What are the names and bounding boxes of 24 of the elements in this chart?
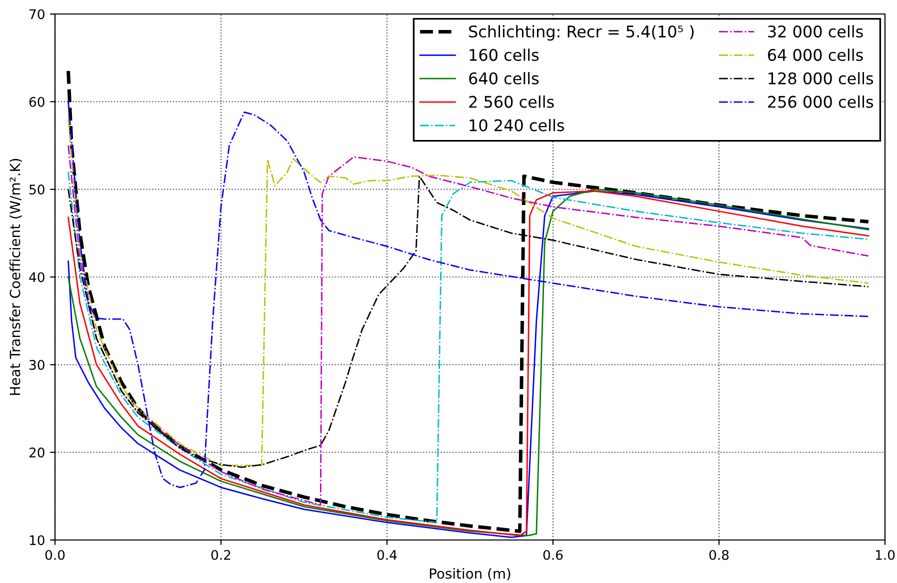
legend-label: 10 240 cells <box>470 118 564 132</box>
y-axis-title: Heat Transfer Coefficient (W/m².K) <box>9 158 22 395</box>
legend-label: 128 000 cells <box>768 72 874 84</box>
y-tick-label: 10 <box>30 535 44 546</box>
legend-label: 64 000 cells <box>768 48 863 61</box>
x-tick-label: 0.0 <box>45 550 65 560</box>
legend-label: 32 000 cells <box>768 25 863 38</box>
x-axis-title: Position (m) <box>430 568 510 580</box>
legend-label: 640 cells <box>469 72 539 84</box>
legend-label: 160 cells <box>470 48 539 61</box>
y-tick-label: 40 <box>29 272 44 282</box>
y-tick-label: 30 <box>29 360 44 370</box>
y-tick-label: 60 <box>29 96 44 107</box>
y-tick-label: 50 <box>30 184 44 195</box>
legend-label: Schlichting: Recr = 5.4(10⁵ ) <box>469 25 694 41</box>
x-tick-label: 0.2 <box>211 550 230 560</box>
x-tick-label: 0.4 <box>377 550 397 560</box>
y-tick-label: 20 <box>29 448 44 458</box>
legend-label: 256 000 cells <box>768 96 874 108</box>
x-tick-label: 0.8 <box>709 550 729 560</box>
y-tick-label: 70 <box>30 9 44 20</box>
legend-label: 2 560 cells <box>469 96 554 108</box>
x-tick-label: 0.6 <box>543 550 563 560</box>
x-tick-label: 1.0 <box>876 550 895 560</box>
